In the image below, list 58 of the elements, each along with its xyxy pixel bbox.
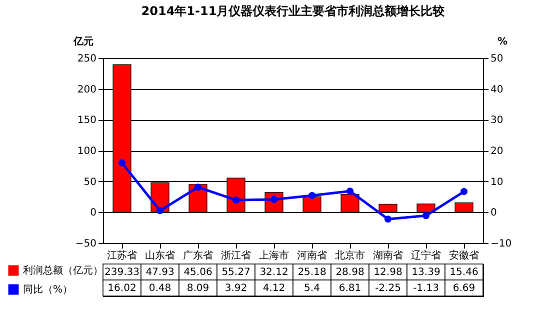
data-label: 13.39	[412, 267, 440, 278]
y2-tick-label: 50	[490, 54, 504, 64]
y-tick-label: 200	[77, 84, 96, 96]
x-tick-label: 河南省	[297, 250, 327, 262]
y2-axis-title: %	[498, 36, 508, 48]
x-tick-label: 湖南省	[373, 250, 403, 262]
data-label: 55.27	[222, 267, 250, 278]
data-label: 0.48	[148, 283, 172, 294]
y-tick-label: 150	[77, 115, 96, 126]
x-tick-label: 江苏省	[107, 250, 137, 262]
legend-label: 利润总额（亿元）	[23, 264, 103, 276]
y2-tick-label: 40	[490, 84, 504, 96]
data-label: 6.69	[452, 283, 476, 294]
legend-label: 同比（%）	[23, 284, 73, 296]
data-label: -2.25	[375, 283, 401, 294]
y-tick-label: −50	[75, 238, 96, 250]
y2-tick-label: 0	[490, 208, 497, 219]
data-label: 4.12	[262, 283, 286, 294]
data-label: 5.4	[304, 283, 320, 294]
x-tick-label: 辽宁省	[411, 250, 441, 262]
point	[384, 216, 392, 223]
point	[422, 212, 430, 220]
y-tick-label: 0	[90, 208, 96, 219]
point	[194, 184, 202, 191]
y2-tick-label: 20	[490, 146, 504, 157]
y-axis-title: 亿元	[72, 36, 94, 48]
y2-tick-label: −10	[490, 238, 512, 250]
data-label: 47.93	[146, 267, 174, 278]
data-label: 28.98	[336, 267, 364, 278]
x-tick-label: 浙江省	[221, 250, 251, 262]
data-label: 12.98	[374, 267, 402, 278]
data-label: 3.92	[224, 283, 248, 294]
y2-tick-label: 10	[490, 176, 504, 188]
y-tick-label: 250	[77, 54, 96, 64]
data-label: 239.33	[104, 267, 140, 278]
chart-title: 2014年1-11月仪器仪表行业主要省市利润总额增长比较	[141, 4, 446, 18]
point	[308, 192, 316, 200]
data-label: -1.13	[413, 283, 439, 294]
point	[156, 207, 164, 214]
data-label: 6.81	[338, 283, 362, 294]
data-label: 16.02	[108, 283, 136, 294]
x-tick-label: 上海市	[259, 250, 289, 262]
x-tick-label: 安徽省	[449, 250, 479, 262]
x-tick-label: 山东省	[145, 250, 175, 262]
data-label: 32.12	[260, 267, 288, 278]
point	[232, 196, 240, 204]
x-tick-label: 广东省	[183, 250, 213, 262]
y-tick-label: 50	[84, 176, 96, 188]
data-label: 8.09	[186, 283, 210, 294]
data-label: 45.06	[184, 267, 212, 278]
point	[460, 188, 468, 196]
y-tick-label: 100	[77, 146, 96, 157]
point	[346, 188, 354, 195]
y2-tick-label: 30	[490, 115, 504, 126]
data-label: 25.18	[298, 267, 326, 278]
point	[118, 159, 126, 166]
data-label: 15.46	[450, 267, 478, 278]
x-tick-label: 北京市	[335, 250, 365, 262]
